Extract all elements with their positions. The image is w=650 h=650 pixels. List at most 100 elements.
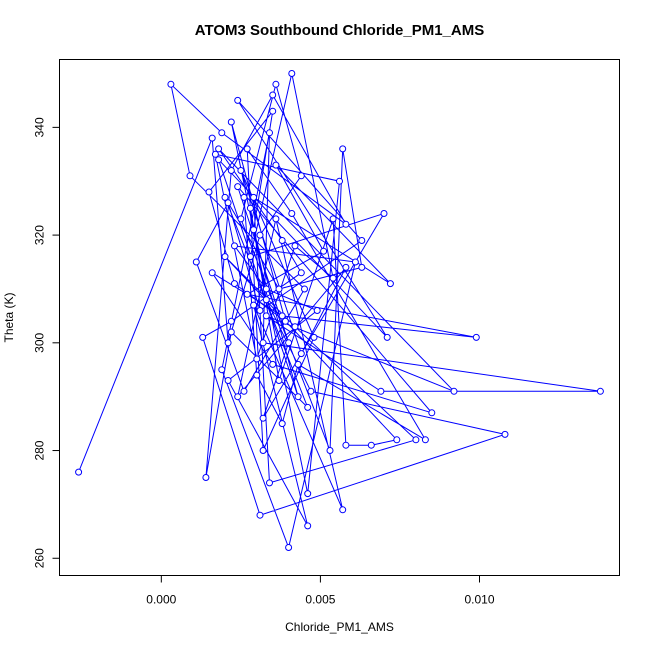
data-point — [221, 193, 229, 201]
data-point — [393, 436, 401, 444]
data-point — [224, 199, 232, 207]
data-series — [75, 70, 604, 551]
data-point — [218, 129, 226, 137]
data-point — [297, 269, 305, 277]
data-point — [501, 430, 509, 438]
data-point — [294, 393, 302, 401]
data-point — [285, 339, 293, 347]
data-point — [192, 258, 200, 266]
data-point — [281, 317, 289, 325]
data-point — [412, 436, 420, 444]
x-tick-label: 0.000 — [146, 593, 176, 607]
data-point — [313, 307, 321, 314]
data-point — [234, 183, 242, 191]
data-point — [450, 387, 458, 395]
data-point — [75, 468, 83, 476]
data-point — [231, 242, 238, 250]
data-point — [256, 307, 264, 314]
data-point — [304, 403, 312, 411]
data-point — [291, 242, 299, 250]
data-point — [288, 210, 296, 217]
plot-area — [59, 59, 620, 576]
data-point — [256, 231, 264, 239]
data-point — [358, 263, 366, 271]
data-point — [285, 544, 293, 551]
x-tick-label: 0.010 — [464, 593, 494, 607]
data-point — [237, 167, 245, 174]
data-point — [208, 134, 216, 142]
data-point — [472, 333, 480, 341]
data-point — [275, 285, 283, 293]
data-point — [310, 333, 318, 341]
data-point — [262, 312, 270, 320]
data-point — [351, 258, 359, 266]
data-point — [269, 107, 277, 115]
data-point — [272, 80, 280, 88]
data-point — [386, 280, 394, 288]
data-point — [342, 441, 350, 449]
data-point — [221, 253, 229, 261]
data-point — [421, 436, 429, 444]
chart-title: ATOM3 Southbound Chloride_PM1_AMS — [195, 22, 484, 39]
y-tick-label: 280 — [33, 440, 47, 460]
data-point — [215, 156, 223, 164]
y-axis: 260 280 300 320 340 — [33, 117, 60, 568]
data-point — [243, 145, 251, 153]
data-point — [428, 409, 436, 417]
data-point — [211, 150, 219, 158]
data-point — [208, 269, 216, 277]
data-point — [596, 387, 604, 395]
data-point — [383, 333, 391, 341]
data-point — [199, 333, 207, 341]
y-tick-label: 340 — [33, 117, 47, 137]
data-point — [227, 118, 235, 126]
data-point — [272, 161, 280, 169]
data-point — [250, 226, 258, 234]
data-point — [227, 317, 235, 325]
data-point — [278, 312, 286, 320]
data-point — [250, 193, 258, 201]
data-point — [262, 285, 270, 293]
data-point — [320, 247, 328, 255]
series-line — [78, 73, 601, 550]
data-point — [224, 377, 232, 384]
data-point — [336, 177, 343, 185]
data-point — [215, 145, 223, 153]
data-point — [253, 355, 261, 363]
data-point — [167, 80, 175, 88]
data-point — [266, 129, 273, 137]
data-point — [259, 339, 267, 347]
data-point — [234, 96, 242, 104]
x-axis-label: Chloride_PM1_AMS — [285, 620, 394, 634]
data-point — [269, 360, 277, 368]
data-point — [218, 366, 226, 374]
data-point — [339, 145, 347, 153]
data-point — [358, 237, 366, 244]
data-point — [269, 91, 277, 99]
data-point — [240, 387, 248, 395]
data-point — [240, 193, 248, 201]
data-point — [275, 377, 283, 384]
data-point — [262, 296, 270, 304]
data-point — [288, 70, 296, 77]
data-point — [278, 237, 286, 244]
data-point — [227, 167, 235, 174]
data-point — [272, 215, 280, 223]
data-point — [205, 188, 213, 196]
data-point — [243, 290, 251, 298]
data-point — [224, 339, 232, 347]
y-tick-label: 300 — [33, 332, 47, 352]
data-point — [253, 371, 261, 379]
data-point — [227, 328, 235, 336]
data-point — [307, 387, 315, 395]
data-point — [367, 441, 375, 449]
data-point — [186, 172, 194, 180]
data-point — [304, 522, 312, 530]
data-point — [297, 350, 305, 358]
data-point — [259, 447, 267, 454]
data-point — [291, 323, 299, 331]
y-tick-label: 260 — [33, 548, 47, 568]
data-point — [294, 360, 302, 368]
data-point — [202, 474, 210, 481]
